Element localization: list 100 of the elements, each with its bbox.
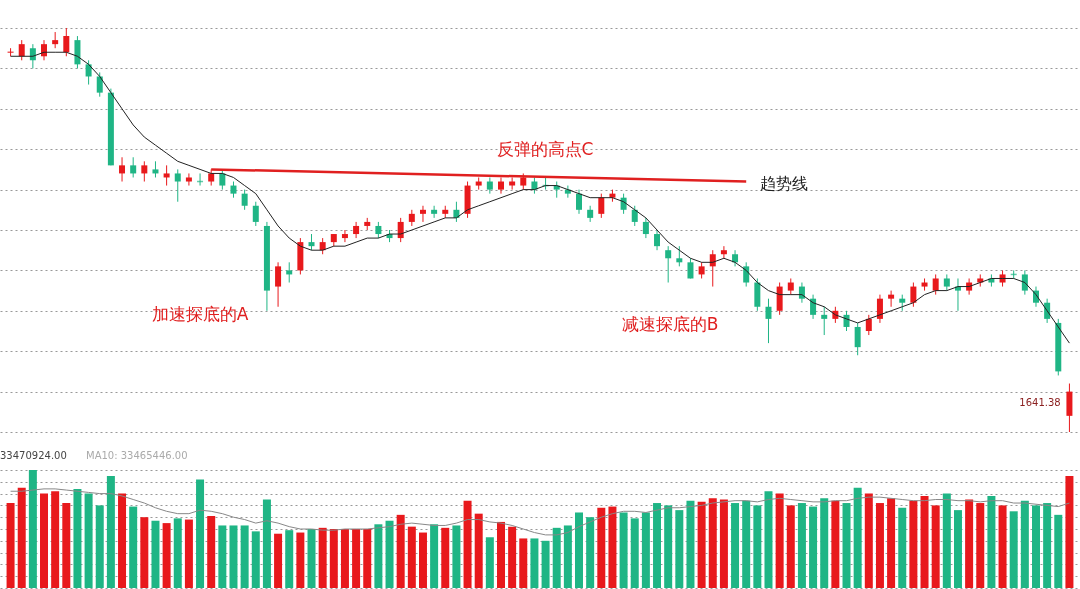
candlestick	[341, 229, 348, 243]
bar	[909, 500, 918, 588]
bar	[786, 505, 795, 588]
bar	[998, 505, 1007, 588]
bar	[586, 517, 595, 588]
bar	[597, 507, 606, 588]
bar	[162, 523, 171, 588]
candlestick	[865, 314, 872, 336]
bar	[452, 525, 461, 588]
bar	[875, 503, 884, 588]
bar	[430, 524, 439, 588]
candlestick	[353, 221, 360, 239]
bar	[653, 503, 662, 588]
bar	[207, 516, 216, 588]
bar	[40, 493, 49, 588]
bar	[418, 532, 427, 588]
bar	[140, 517, 149, 588]
candlestick	[821, 306, 828, 336]
bar	[229, 525, 238, 588]
bar	[374, 524, 383, 588]
bar	[920, 495, 929, 588]
bar	[251, 531, 260, 588]
bar	[987, 495, 996, 588]
bar	[296, 532, 305, 588]
bar	[764, 491, 773, 588]
bar	[6, 503, 15, 588]
bar	[240, 525, 249, 588]
candlestick	[765, 298, 772, 344]
candlestick	[241, 189, 248, 211]
candlestick	[96, 71, 103, 98]
candlestick	[910, 282, 917, 308]
candlestick	[876, 294, 883, 324]
candlestick	[665, 245, 672, 284]
bar	[1043, 503, 1052, 588]
text: 33470924.00	[0, 450, 67, 461]
bar	[496, 521, 505, 588]
candlestick	[286, 261, 293, 284]
bar	[742, 500, 751, 588]
bar	[1054, 514, 1063, 588]
bar	[608, 506, 617, 588]
candlestick	[631, 205, 638, 227]
bar	[129, 506, 138, 588]
bar	[976, 503, 985, 588]
bar	[441, 527, 450, 588]
bar	[820, 498, 829, 588]
bar	[575, 512, 584, 588]
candlestick	[598, 193, 605, 219]
bar	[95, 505, 104, 588]
annotation: 趋势线	[760, 174, 808, 193]
candlestick	[576, 189, 583, 215]
candlestick	[85, 59, 92, 86]
bar	[552, 527, 561, 588]
candlestick	[810, 294, 817, 320]
candlestick	[932, 273, 939, 296]
bar	[173, 518, 182, 588]
bar	[887, 498, 896, 588]
bar	[686, 500, 695, 588]
bar	[62, 503, 71, 588]
bar	[1009, 511, 1018, 588]
candlestick	[275, 261, 282, 308]
bar	[218, 525, 227, 588]
candlestick	[185, 172, 192, 187]
bar	[541, 540, 550, 588]
bar	[196, 479, 205, 588]
annotation: 减速探底的B	[621, 314, 719, 334]
bar	[942, 493, 951, 588]
bar	[285, 530, 294, 588]
annotation: 1641.38	[1019, 397, 1061, 408]
bar	[519, 538, 528, 588]
bar	[385, 520, 394, 588]
bar	[151, 520, 160, 588]
bar	[51, 491, 60, 588]
candlestick	[1021, 269, 1028, 296]
candlestick	[252, 201, 259, 227]
candlestick	[676, 245, 683, 267]
bar	[853, 487, 862, 588]
annotation: 加速探底的A	[151, 304, 249, 324]
candlestick	[642, 217, 649, 239]
bar	[407, 526, 416, 588]
bar	[797, 503, 806, 588]
candlestick	[431, 205, 438, 219]
bar	[809, 506, 818, 588]
bar	[630, 518, 639, 588]
bar	[864, 493, 873, 588]
bar	[508, 526, 517, 588]
bar	[697, 501, 706, 588]
bar	[753, 505, 762, 588]
bar	[953, 510, 962, 588]
bar	[274, 533, 283, 588]
candlestick	[141, 160, 148, 183]
candlestick	[419, 205, 426, 223]
text: MA10: 33465446.00	[86, 450, 188, 461]
bar	[363, 529, 372, 588]
candlestick	[888, 290, 895, 308]
candlestick	[743, 261, 750, 288]
bar	[73, 488, 82, 588]
bar	[1031, 505, 1040, 588]
bar	[307, 529, 316, 588]
bar	[675, 510, 684, 588]
bar	[664, 505, 673, 588]
